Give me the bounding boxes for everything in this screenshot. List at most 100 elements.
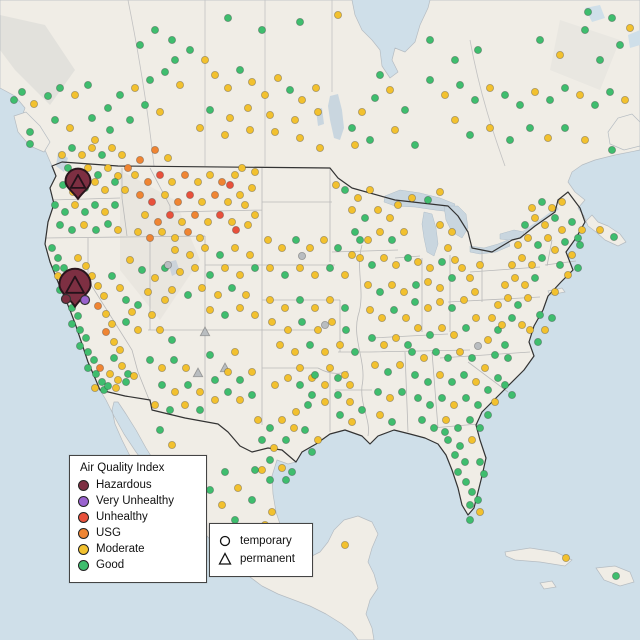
moderate-aqi-marker[interactable] (435, 370, 444, 379)
good-aqi-marker[interactable] (483, 410, 492, 419)
good-aqi-marker[interactable] (450, 450, 459, 459)
good-aqi-marker[interactable] (155, 425, 164, 434)
good-aqi-marker[interactable] (411, 280, 420, 289)
moderate-aqi-marker[interactable] (558, 225, 567, 234)
moderate-aqi-marker[interactable] (195, 124, 204, 133)
moderate-aqi-marker[interactable] (465, 273, 474, 282)
good-aqi-marker[interactable] (443, 435, 452, 444)
good-aqi-marker[interactable] (104, 219, 113, 228)
moderate-aqi-marker[interactable] (265, 263, 274, 272)
good-aqi-marker[interactable] (455, 441, 464, 450)
moderate-aqi-marker[interactable] (480, 363, 489, 372)
good-aqi-marker[interactable] (453, 467, 462, 476)
moderate-aqi-marker[interactable] (78, 150, 87, 159)
moderate-aqi-marker[interactable] (126, 255, 135, 264)
moderate-aqi-marker[interactable] (82, 261, 91, 270)
good-aqi-marker[interactable] (561, 124, 570, 133)
moderate-aqi-marker[interactable] (503, 293, 512, 302)
moderate-aqi-marker[interactable] (71, 91, 80, 100)
moderate-aqi-marker[interactable] (195, 387, 204, 396)
good-aqi-marker[interactable] (106, 126, 115, 135)
good-aqi-marker[interactable] (220, 310, 229, 319)
moderate-aqi-marker[interactable] (140, 210, 149, 219)
good-aqi-marker[interactable] (265, 423, 274, 432)
moderate-aqi-marker[interactable] (401, 313, 410, 322)
good-aqi-marker[interactable] (137, 265, 146, 274)
moderate-aqi-marker[interactable] (283, 373, 292, 382)
moderate-aqi-marker[interactable] (265, 295, 274, 304)
moderate-aqi-marker[interactable] (345, 380, 354, 389)
moderate-aqi-marker[interactable] (114, 375, 123, 384)
moderate-aqi-marker[interactable] (250, 167, 259, 176)
good-aqi-marker[interactable] (111, 200, 120, 209)
moderate-aqi-marker[interactable] (104, 163, 113, 172)
good-aqi-marker[interactable] (387, 417, 396, 426)
moderate-aqi-marker[interactable] (167, 440, 176, 449)
moderate-aqi-marker[interactable] (621, 96, 630, 105)
good-aqi-marker[interactable] (295, 295, 304, 304)
good-aqi-marker[interactable] (410, 140, 419, 149)
moderate-aqi-marker[interactable] (235, 395, 244, 404)
good-aqi-marker[interactable] (423, 377, 432, 386)
moderate-aqi-marker[interactable] (385, 86, 394, 95)
good-aqi-marker[interactable] (596, 56, 605, 65)
good-aqi-marker[interactable] (568, 217, 577, 226)
good-aqi-marker[interactable] (455, 81, 464, 90)
good-aqi-marker[interactable] (410, 297, 419, 306)
good-aqi-marker[interactable] (500, 91, 509, 100)
good-aqi-marker[interactable] (183, 380, 192, 389)
good-aqi-marker[interactable] (235, 66, 244, 75)
good-aqi-marker[interactable] (461, 477, 470, 486)
moderate-aqi-marker[interactable] (129, 371, 138, 380)
moderate-aqi-marker[interactable] (423, 277, 432, 286)
usg-aqi-marker[interactable] (135, 155, 144, 164)
moderate-aqi-marker[interactable] (541, 220, 550, 229)
moderate-aqi-marker[interactable] (235, 270, 244, 279)
moderate-aqi-marker[interactable] (305, 243, 314, 252)
good-aqi-marker[interactable] (574, 263, 583, 272)
moderate-aqi-marker[interactable] (391, 333, 400, 342)
good-aqi-marker[interactable] (347, 124, 356, 133)
moderate-aqi-marker[interactable] (233, 483, 242, 492)
moderate-aqi-marker[interactable] (247, 183, 256, 192)
moderate-aqi-marker[interactable] (223, 197, 232, 206)
moderate-aqi-marker[interactable] (483, 335, 492, 344)
good-aqi-marker[interactable] (285, 86, 294, 95)
moderate-aqi-marker[interactable] (180, 400, 189, 409)
good-aqi-marker[interactable] (88, 114, 97, 123)
good-aqi-marker[interactable] (461, 323, 470, 332)
moderate-aqi-marker[interactable] (203, 217, 212, 226)
moderate-aqi-marker[interactable] (114, 171, 123, 180)
good-aqi-marker[interactable] (307, 390, 316, 399)
good-aqi-marker[interactable] (122, 317, 131, 326)
moderate-aqi-marker[interactable] (562, 554, 571, 563)
unhealthy-aqi-marker[interactable] (165, 210, 174, 219)
good-aqi-marker[interactable] (475, 423, 484, 432)
good-aqi-marker[interactable] (493, 373, 502, 382)
moderate-aqi-marker[interactable] (551, 245, 560, 254)
good-aqi-marker[interactable] (165, 405, 174, 414)
good-aqi-marker[interactable] (56, 84, 65, 93)
good-aqi-marker[interactable] (68, 143, 77, 152)
good-aqi-marker[interactable] (303, 400, 312, 409)
moderate-aqi-marker[interactable] (475, 507, 484, 516)
no-data-aqi-marker[interactable] (163, 260, 172, 269)
good-aqi-marker[interactable] (473, 495, 482, 504)
moderate-aqi-marker[interactable] (407, 193, 416, 202)
good-aqi-marker[interactable] (340, 185, 349, 194)
moderate-aqi-marker[interactable] (441, 415, 450, 424)
moderate-aqi-marker[interactable] (487, 313, 496, 322)
good-aqi-marker[interactable] (473, 46, 482, 55)
moderate-aqi-marker[interactable] (200, 56, 209, 65)
good-aqi-marker[interactable] (64, 163, 73, 172)
no-data-aqi-marker[interactable] (192, 367, 204, 378)
good-aqi-marker[interactable] (76, 325, 85, 334)
good-aqi-marker[interactable] (68, 319, 77, 328)
good-aqi-marker[interactable] (400, 106, 409, 115)
good-aqi-marker[interactable] (170, 56, 179, 65)
moderate-aqi-marker[interactable] (257, 465, 266, 474)
moderate-aqi-marker[interactable] (375, 227, 384, 236)
moderate-aqi-marker[interactable] (435, 187, 444, 196)
moderate-aqi-marker[interactable] (230, 243, 239, 252)
